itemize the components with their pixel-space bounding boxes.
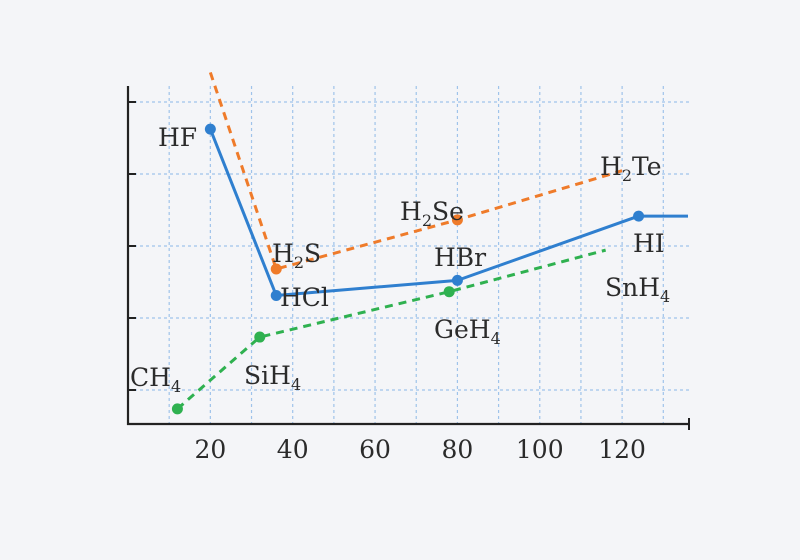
point-label-SnH4: SnH4 bbox=[605, 273, 670, 306]
series-0 bbox=[204, 123, 688, 301]
x-tick-labels: 20 40 60 80 100 120 bbox=[194, 435, 646, 464]
data-point-SiH4 bbox=[254, 331, 266, 343]
x-tick-label: 20 bbox=[194, 435, 226, 464]
point-label-HF: HF bbox=[158, 123, 197, 152]
point-label-H2S: H2S bbox=[272, 239, 321, 272]
data-point-H2S bbox=[270, 263, 282, 275]
data-point-HF bbox=[204, 123, 216, 135]
data-point-H2Se bbox=[451, 214, 463, 226]
grid bbox=[128, 86, 690, 424]
point-label-SiH4: SiH4 bbox=[244, 361, 301, 394]
series-2 bbox=[171, 248, 607, 415]
data-point-HCl bbox=[270, 289, 282, 301]
data-point-CH4 bbox=[171, 403, 183, 415]
series-line bbox=[176, 248, 607, 411]
point-label-CH4: CH4 bbox=[130, 363, 181, 396]
point-label-GeH4: GeH4 bbox=[434, 315, 501, 348]
data-point-HBr bbox=[451, 274, 463, 286]
point-label-H2Te: H2Te bbox=[600, 152, 662, 185]
data-point-HI bbox=[633, 210, 645, 222]
point-label-HBr: HBr bbox=[434, 243, 486, 272]
data-point-GeH4 bbox=[443, 286, 455, 298]
series-layer bbox=[171, 71, 688, 415]
x-tick-label: 100 bbox=[516, 435, 564, 464]
x-tick-label: 60 bbox=[359, 435, 391, 464]
series-line bbox=[208, 71, 623, 271]
x-tick-label: 80 bbox=[442, 435, 474, 464]
axes bbox=[126, 86, 690, 430]
x-tick-label: 40 bbox=[277, 435, 309, 464]
series-1 bbox=[208, 71, 623, 275]
point-label-H2Se: H2Se bbox=[400, 197, 464, 230]
point-labels: HF HCl HBr HI H2S H2Se H2Te CH4 SiH4 GeH4 SnH4 bbox=[130, 123, 670, 396]
point-label-HCl: HCl bbox=[280, 283, 329, 312]
x-tick-label: 120 bbox=[598, 435, 646, 464]
point-label-HI: HI bbox=[633, 229, 665, 258]
